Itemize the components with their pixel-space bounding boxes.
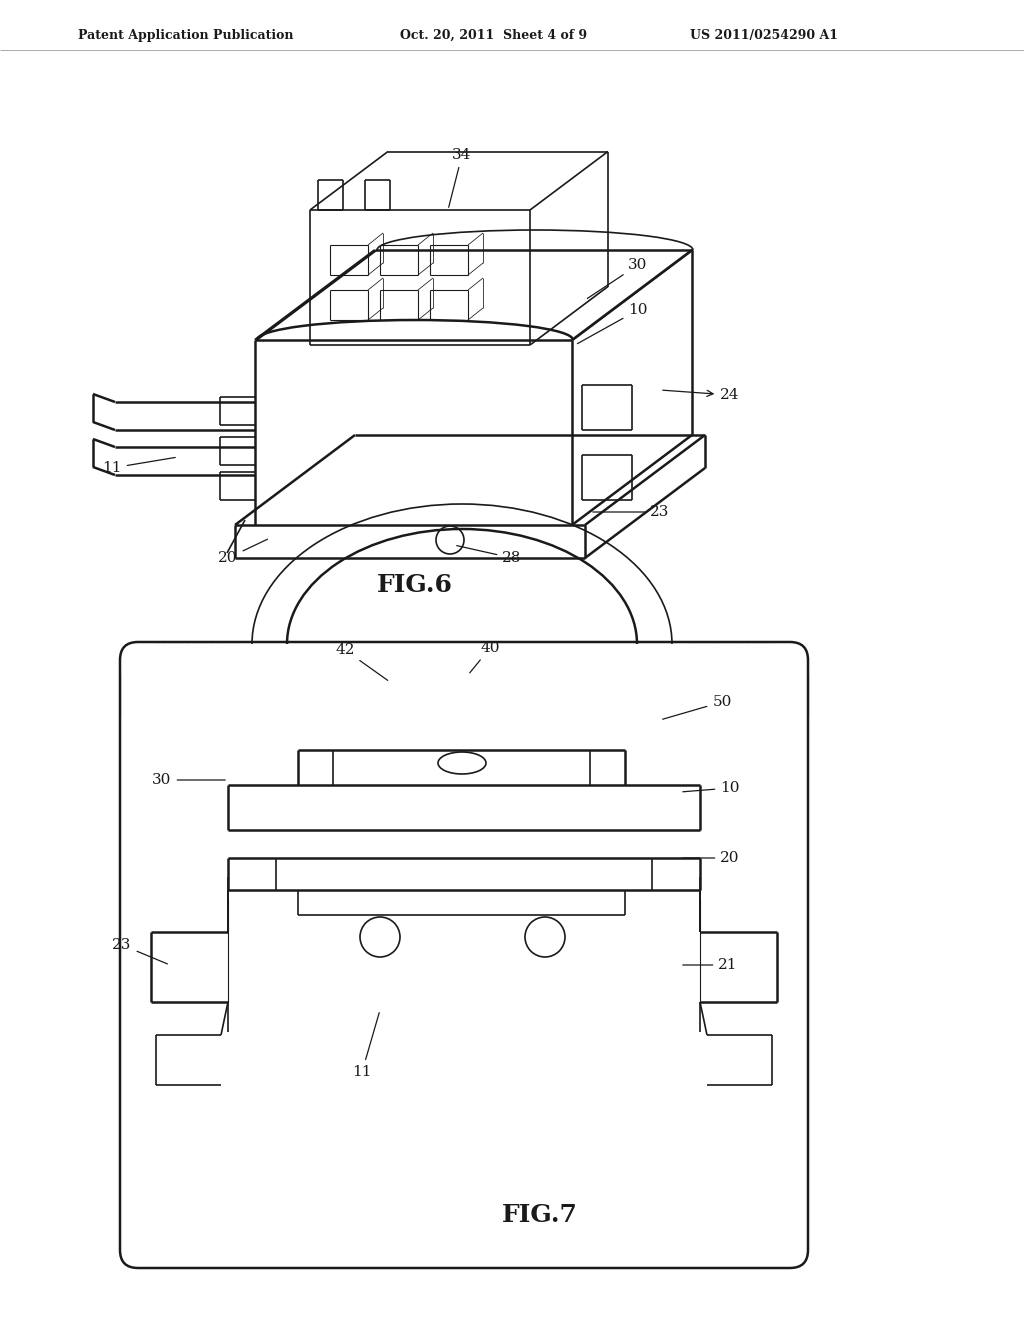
Text: 11: 11 — [102, 458, 175, 475]
Text: Oct. 20, 2011  Sheet 4 of 9: Oct. 20, 2011 Sheet 4 of 9 — [400, 29, 587, 41]
Text: 20: 20 — [218, 539, 267, 565]
Text: 34: 34 — [449, 148, 472, 207]
Text: 10: 10 — [683, 781, 739, 795]
Text: 11: 11 — [352, 1012, 379, 1078]
Text: 24: 24 — [663, 388, 739, 403]
Text: FIG.6: FIG.6 — [377, 573, 453, 597]
Text: 42: 42 — [335, 643, 388, 680]
Text: 50: 50 — [663, 696, 732, 719]
Text: 30: 30 — [588, 257, 648, 298]
Text: 10: 10 — [578, 304, 648, 343]
Text: 20: 20 — [683, 851, 739, 865]
Text: FIG.7: FIG.7 — [502, 1203, 578, 1228]
Text: 21: 21 — [683, 958, 737, 972]
Text: 30: 30 — [153, 774, 225, 787]
Text: 28: 28 — [457, 545, 521, 565]
Text: Patent Application Publication: Patent Application Publication — [78, 29, 294, 41]
Text: 40: 40 — [470, 642, 500, 673]
Text: 23: 23 — [593, 506, 670, 519]
Text: 23: 23 — [113, 939, 168, 964]
Text: US 2011/0254290 A1: US 2011/0254290 A1 — [690, 29, 838, 41]
